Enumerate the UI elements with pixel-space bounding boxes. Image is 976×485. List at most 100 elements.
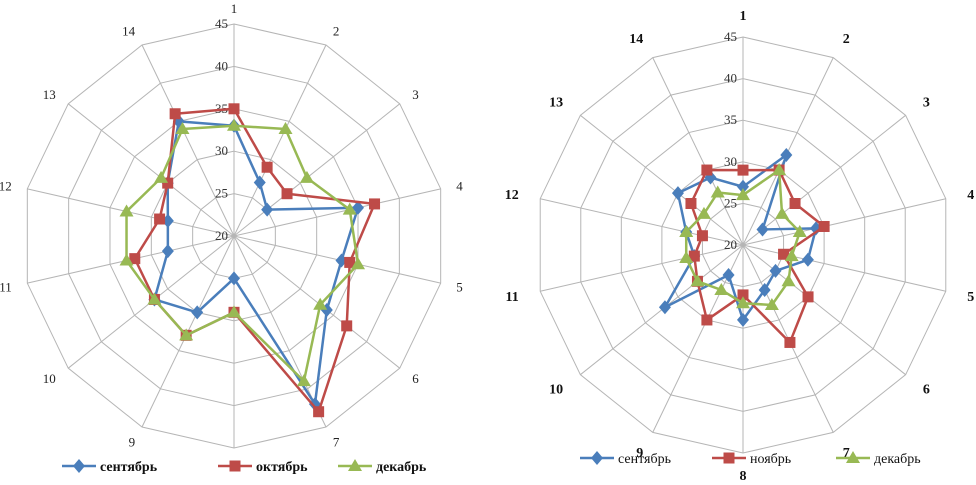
data-point (818, 220, 830, 232)
legend-label: ноябрь (750, 452, 791, 467)
data-point (780, 148, 793, 163)
legend: сентябрь октябрь декабрь (62, 459, 427, 475)
category-label: 12 (0, 178, 12, 193)
radial-tick-label: 35 (724, 112, 737, 127)
radial-tick-label: 20 (724, 237, 737, 252)
radial-tick-label: 45 (724, 29, 737, 44)
data-point (191, 305, 204, 320)
legend-item: декабрь (836, 451, 921, 467)
data-point (119, 204, 134, 217)
data-point (161, 244, 174, 259)
legend-item: сентябрь (580, 451, 671, 467)
grid-spoke (141, 44, 235, 237)
legend-label: октябрь (256, 460, 308, 475)
radial-tick-label: 30 (215, 143, 228, 158)
legend-label: декабрь (874, 452, 921, 467)
category-label: 9 (129, 434, 136, 449)
data-point (129, 253, 141, 265)
data-point (772, 163, 787, 176)
data-point (679, 225, 694, 238)
category-label: 5 (456, 280, 463, 295)
legend-marker (723, 452, 735, 464)
data-point (764, 297, 779, 310)
data-point (802, 291, 814, 303)
legend-label: декабрь (376, 460, 427, 475)
grid-spoke (742, 198, 946, 246)
data-point (369, 198, 381, 210)
data-point (175, 122, 190, 135)
category-label: 2 (843, 32, 850, 47)
category-label: 14 (122, 24, 136, 39)
data-point (313, 406, 325, 418)
category-label: 7 (333, 434, 340, 449)
category-label: 14 (629, 32, 643, 47)
legend-label: сентябрь (618, 452, 671, 467)
data-point (756, 222, 769, 237)
category-label: 3 (923, 96, 930, 111)
data-point (778, 248, 790, 260)
data-point (169, 108, 181, 120)
series-декабрь (679, 163, 807, 310)
data-point (685, 198, 697, 210)
series-декабрь (119, 118, 366, 387)
legend-marker (846, 451, 860, 463)
data-point (789, 198, 801, 210)
data-point (737, 164, 749, 176)
radial-tick-label: 45 (215, 16, 228, 31)
data-point (281, 188, 293, 200)
legend-item: октябрь (218, 460, 308, 475)
data-point (737, 289, 749, 301)
grid-spoke (742, 244, 906, 376)
data-point (658, 300, 671, 315)
data-point (690, 274, 705, 287)
radial-tick-label: 40 (724, 71, 737, 86)
category-label: 2 (333, 24, 340, 39)
data-point (775, 206, 790, 219)
data-point (119, 253, 134, 266)
data-point (696, 206, 711, 219)
legend-label: сентябрь (100, 460, 158, 475)
category-label: 10 (43, 371, 56, 386)
category-label: 5 (967, 290, 974, 305)
data-point (147, 292, 162, 305)
category-label: 10 (549, 382, 563, 397)
grid-spoke (540, 244, 744, 292)
grid-spoke (742, 244, 946, 292)
legend-item: сентябрь (62, 459, 158, 475)
category-label: 6 (923, 382, 930, 397)
legend-item: декабрь (338, 459, 427, 475)
category-label: 1 (231, 1, 238, 16)
category-label: 13 (549, 96, 563, 111)
data-point (154, 170, 169, 183)
data-point (261, 202, 274, 217)
data-point (227, 118, 241, 131)
data-point (261, 161, 273, 173)
data-point (228, 103, 240, 115)
data-point (758, 282, 771, 297)
data-point (792, 225, 807, 238)
data-point (736, 296, 750, 309)
category-label: 9 (636, 446, 643, 461)
category-label: 6 (412, 371, 419, 386)
category-label: 4 (456, 178, 463, 193)
grid-spoke (580, 114, 744, 246)
radial-tick-label: 20 (215, 228, 228, 243)
data-point (228, 271, 240, 286)
data-point (710, 185, 725, 198)
data-point (342, 202, 357, 215)
series-line (153, 120, 360, 406)
data-point (737, 179, 749, 194)
data-point (162, 177, 174, 189)
data-point (296, 374, 311, 387)
category-label: 1 (740, 9, 747, 24)
data-point (696, 230, 708, 242)
grid-spoke (67, 103, 235, 237)
data-point (154, 213, 166, 225)
radial-tick-label: 35 (215, 101, 228, 116)
data-point (736, 188, 750, 201)
category-label: 4 (967, 188, 974, 203)
data-point (227, 305, 241, 318)
radial-tick-label: 30 (724, 154, 737, 169)
legend: сентябрь ноябрь декабрь (580, 451, 921, 467)
category-label: 7 (843, 446, 850, 461)
